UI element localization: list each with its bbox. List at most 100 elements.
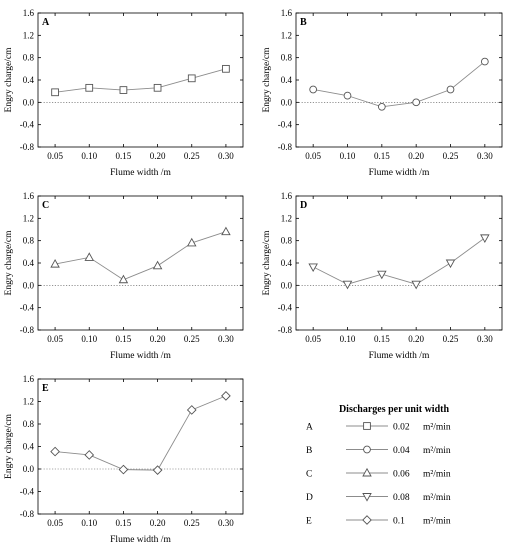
x-tick-label: 0.20 [150,334,166,344]
y-tick-label: 1.6 [23,8,35,18]
y-tick-label: 1.2 [281,30,292,40]
data-point [480,57,489,66]
y-tick-label: -0.4 [278,303,293,313]
legend-title: Discharges per unit width [339,404,450,415]
y-tick-label: 0.4 [23,75,35,85]
legend-letter: A [306,423,313,433]
legend-marker [362,515,372,525]
data-point [343,91,352,100]
data-point [377,102,386,111]
y-axis-label: Engry charge/cm [262,230,272,296]
y-tick-label: 0.8 [23,419,35,429]
x-tick-label: 0.15 [374,151,390,161]
x-axis-label: Flume width /m [110,535,171,545]
y-tick-label: 1.6 [281,191,293,201]
y-tick-label: 1.6 [281,8,293,18]
panel-letter: B [300,17,307,28]
legend-unit: m²/min [423,517,451,527]
x-tick-label: 0.10 [340,151,356,161]
x-tick-label: 0.10 [340,334,356,344]
y-tick-label: 0.4 [23,442,35,452]
series-line [55,395,227,471]
x-tick-label: 0.15 [374,334,390,344]
legend-letter: D [306,493,313,503]
data-point [119,86,128,94]
plot-frame [37,12,244,148]
legend-value: 0.1 [393,517,405,527]
data-point [377,270,387,280]
data-point [187,74,196,83]
x-tick-label: 0.20 [408,151,424,161]
y-tick-label: 1.2 [23,213,34,223]
panel-letter: A [42,17,50,28]
data-point [85,83,94,92]
y-axis-label: Engry charge/cm [4,413,14,479]
y-tick-label: 1.6 [23,191,35,201]
y-tick-label: -0.8 [20,142,35,152]
x-tick-label: 0.25 [184,518,200,528]
data-point [84,252,95,261]
y-tick-label: 0.0 [23,464,35,474]
x-tick-label: 0.15 [116,518,132,528]
data-point [308,263,318,273]
x-tick-label: 0.30 [218,151,234,161]
data-point [51,88,59,97]
legend-unit: m²/min [423,493,451,503]
x-tick-label: 0.25 [443,151,459,161]
x-tick-label: 0.30 [218,518,234,528]
plot-frame [37,195,244,331]
data-point [153,83,162,92]
data-point [480,234,490,244]
data-point [152,465,163,475]
chart-panel-c: -0.8 -0.4 0.0 0.4 0.8 1.2 1.6 0.05 0.10 0.15 0.20 0… [4,191,244,361]
legend-entry-e: E 0.1 m²/min [306,515,451,527]
y-tick-label: -0.8 [20,325,35,335]
x-axis-label: Flume width /m [110,168,171,178]
y-tick-label: 0.4 [281,75,293,85]
panel-letter: D [300,200,307,211]
x-tick-label: 0.05 [305,334,321,344]
y-tick-label: -0.8 [278,325,293,335]
y-tick-label: 0.4 [281,258,293,268]
data-point [118,464,129,475]
y-tick-label: -0.8 [278,142,293,152]
x-tick-label: 0.25 [443,334,459,344]
legend-unit: m²/min [423,470,451,480]
x-tick-label: 0.20 [150,151,166,161]
x-tick-label: 0.10 [81,518,97,528]
y-tick-label: -0.4 [20,120,35,130]
y-tick-label: -0.4 [278,120,293,130]
x-tick-label: 0.20 [408,334,424,344]
legend-value: 0.06 [393,470,410,480]
legend-entry-c: C 0.06 m²/min [306,467,451,480]
y-tick-label: -0.4 [20,303,35,313]
legend-value: 0.04 [393,446,410,456]
y-tick-label: 1.2 [23,30,34,40]
y-axis-label: Engry charge/cm [4,230,14,296]
chart-panel-d: -0.8 -0.4 0.0 0.4 0.8 1.2 1.6 0.05 0.10 0.15 0.20 0… [262,191,503,361]
legend-unit: m²/min [423,446,451,456]
plot-frame [295,12,503,148]
legend: Discharges per unit width A 0.02 m²/min B 0.0… [306,404,451,527]
y-tick-label: 0.0 [281,280,293,290]
legend-value: 0.08 [393,493,410,503]
y-tick-label: 0.0 [23,97,35,107]
legend-marker [362,493,372,502]
x-tick-label: 0.30 [477,151,493,161]
data-point [446,85,455,94]
legend-letter: E [306,517,312,527]
series-line [55,68,227,93]
y-tick-label: -0.8 [20,509,35,519]
x-tick-label: 0.15 [116,334,132,344]
data-point [152,260,163,270]
legend-entry-d: D 0.08 m²/min [306,493,451,503]
plot-frame [37,378,244,515]
y-tick-label: 0.8 [23,53,35,63]
x-tick-label: 0.10 [81,334,97,344]
x-axis-label: Flume width /m [110,351,171,361]
plot-frame [295,195,503,331]
x-tick-label: 0.10 [81,151,97,161]
legend-letter: B [306,446,312,456]
legend-unit: m²/min [423,423,451,433]
